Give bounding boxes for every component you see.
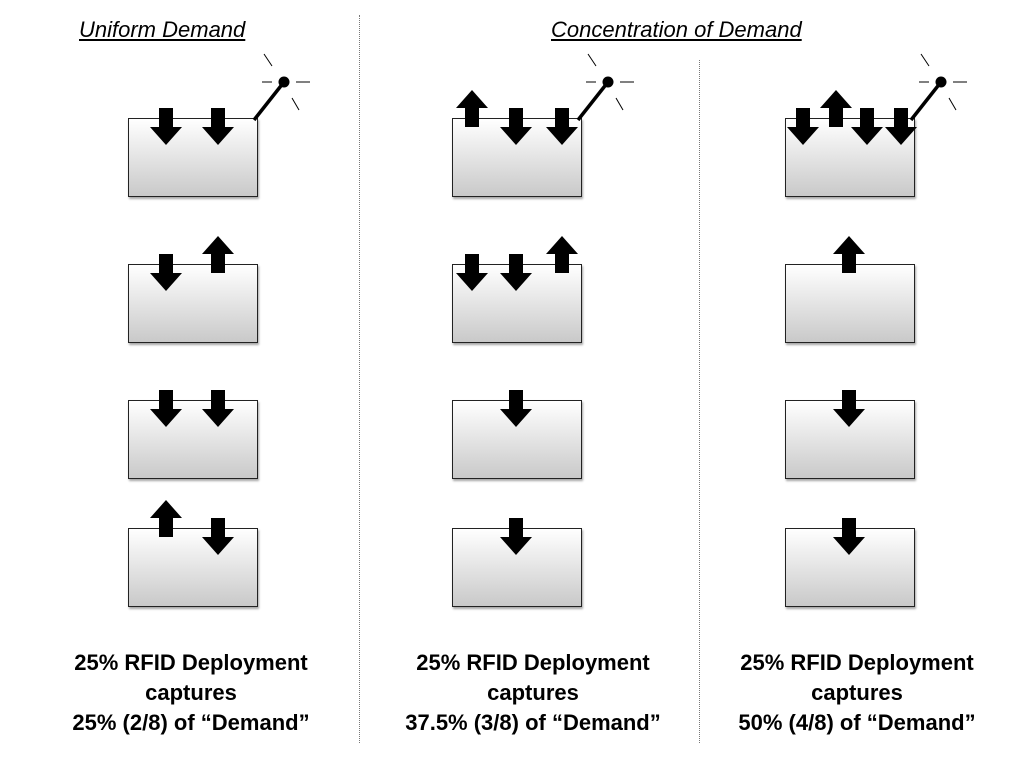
arrow-down-icon [500,108,532,145]
arrow-down-icon [150,390,182,427]
location-box [128,118,258,197]
arrow-down-icon [500,390,532,427]
caption-line-2: captures [811,680,903,705]
caption-line-3: 25% (2/8) of “Demand” [72,710,310,735]
arrow-down-icon [500,518,532,555]
arrow-up-icon [202,236,234,273]
arrow-up-icon [546,236,578,273]
location-box [128,528,258,607]
divider-sub [699,60,700,743]
caption-line-1: 25% RFID Deployment [740,650,974,675]
arrow-up-icon [456,90,488,127]
caption-line-3: 37.5% (3/8) of “Demand” [405,710,661,735]
caption-concentration-a: 25% RFID Deployment captures 37.5% (3/8)… [373,648,693,738]
arrow-down-icon [456,254,488,291]
arrow-down-icon [150,108,182,145]
rfid-reader-icon [252,53,310,122]
divider-main [359,15,360,743]
arrow-down-icon [833,390,865,427]
arrow-down-icon [851,108,883,145]
rfid-reader-icon [576,53,634,122]
caption-line-2: captures [145,680,237,705]
caption-concentration-b: 25% RFID Deployment captures 50% (4/8) o… [697,648,1017,738]
caption-line-1: 25% RFID Deployment [74,650,308,675]
location-box [785,264,915,343]
caption-line-2: captures [487,680,579,705]
arrow-down-icon [202,108,234,145]
location-box [128,264,258,343]
arrow-up-icon [150,500,182,537]
rfid-reader-icon [909,53,967,122]
caption-line-3: 50% (4/8) of “Demand” [738,710,976,735]
arrow-down-icon [150,254,182,291]
arrow-up-icon [820,90,852,127]
arrow-up-icon [833,236,865,273]
panel-title-uniform: Uniform Demand [79,17,246,42]
arrow-down-icon [546,108,578,145]
arrow-down-icon [885,108,917,145]
arrow-down-icon [833,518,865,555]
caption-uniform: 25% RFID Deployment captures 25% (2/8) o… [31,648,351,738]
arrow-down-icon [202,390,234,427]
location-box [128,400,258,479]
group-title-concentration: Concentration of Demand [551,17,802,42]
arrow-down-icon [787,108,819,145]
arrow-down-icon [500,254,532,291]
arrow-down-icon [202,518,234,555]
caption-line-1: 25% RFID Deployment [416,650,650,675]
